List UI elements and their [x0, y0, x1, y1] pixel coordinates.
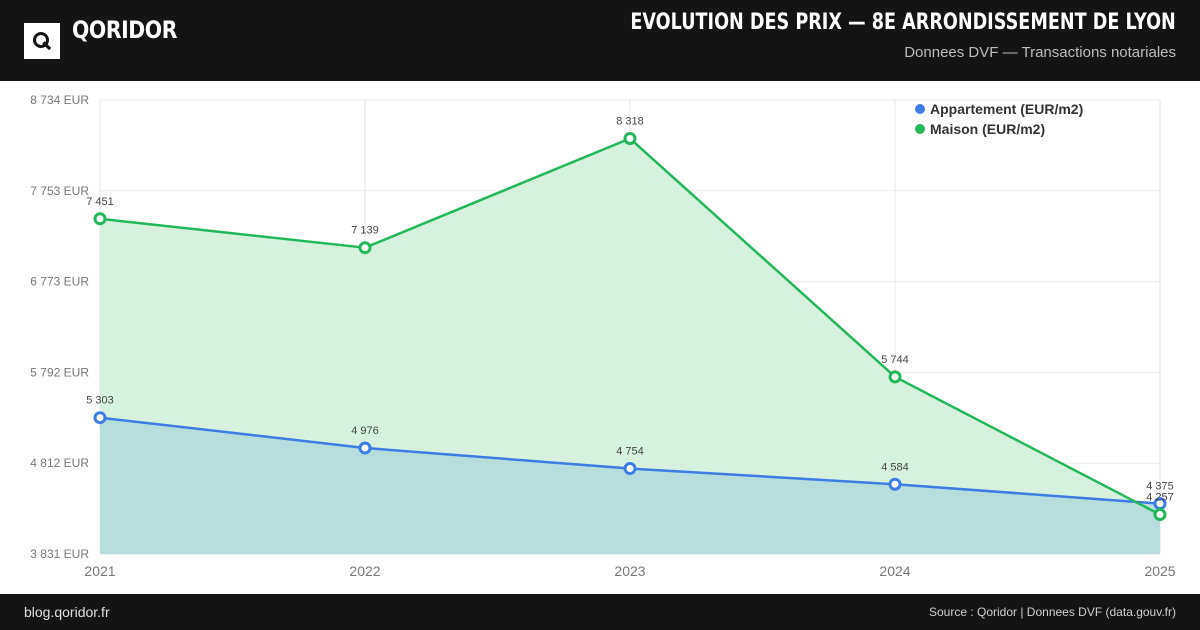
y-tick-label: 7 753 EUR: [30, 184, 89, 198]
data-label: 4 584: [881, 461, 909, 473]
data-label: 4 375: [1146, 481, 1174, 493]
footer-bar: blog.qoridor.fr Source : Qoridor | Donne…: [0, 594, 1200, 630]
y-tick-label: 5 792 EUR: [30, 365, 89, 379]
logo: [24, 23, 60, 59]
data-point: [93, 212, 107, 226]
data-point: [358, 441, 372, 455]
legend-label: Maison (EUR/m2): [930, 121, 1045, 137]
chart-area: 8 734 EUR 7 753 EUR 6 773 EUR 5 792 EUR 4 81…: [0, 81, 1200, 594]
data-label: 4 976: [351, 425, 379, 437]
data-label: 7 451: [86, 196, 114, 208]
price-evolution-chart: 8 734 EUR 7 753 EUR 6 773 EUR 5 792 EUR 4 81…: [30, 93, 1175, 579]
y-tick-label: 3 831 EUR: [30, 547, 89, 561]
x-tick-label: 2025: [1144, 563, 1175, 579]
data-point: [1153, 508, 1167, 522]
x-tick-label: 2023: [614, 563, 645, 579]
data-point: [358, 241, 372, 255]
x-tick-label: 2021: [84, 563, 115, 579]
data-label: 5 303: [86, 395, 114, 407]
x-tick-label: 2024: [879, 563, 910, 579]
data-label: 4 754: [616, 446, 644, 458]
data-point: [623, 462, 637, 476]
y-tick-label: 4 812 EUR: [30, 456, 89, 470]
legend-label: Appartement (EUR/m2): [930, 101, 1083, 117]
y-tick-label: 6 773 EUR: [30, 275, 89, 289]
brand-name: QORIDOR: [72, 16, 178, 44]
data-point: [888, 477, 902, 491]
y-tick-label: 8 734 EUR: [30, 93, 89, 107]
footer-site-link[interactable]: blog.qoridor.fr: [24, 604, 110, 620]
chart-title: EVOLUTION DES PRIX — 8E ARRONDISSEMENT D…: [630, 10, 1176, 35]
logo-q-icon: [33, 32, 52, 51]
data-label: 4 257: [1146, 492, 1174, 504]
legend-marker: [915, 104, 925, 114]
data-point: [93, 411, 107, 425]
x-tick-label: 2022: [349, 563, 380, 579]
chart-subtitle: Donnees DVF — Transactions notariales: [904, 44, 1176, 61]
data-point: [623, 132, 637, 146]
data-point: [888, 370, 902, 384]
data-label: 7 139: [351, 225, 379, 237]
data-label: 5 744: [881, 354, 909, 366]
header-bar: QORIDOR EVOLUTION DES PRIX — 8E ARRONDIS…: [0, 0, 1200, 81]
data-label: 8 318: [616, 116, 644, 128]
legend-marker: [915, 124, 925, 134]
footer-source: Source : Qoridor | Donnees DVF (data.gou…: [928, 605, 1176, 619]
